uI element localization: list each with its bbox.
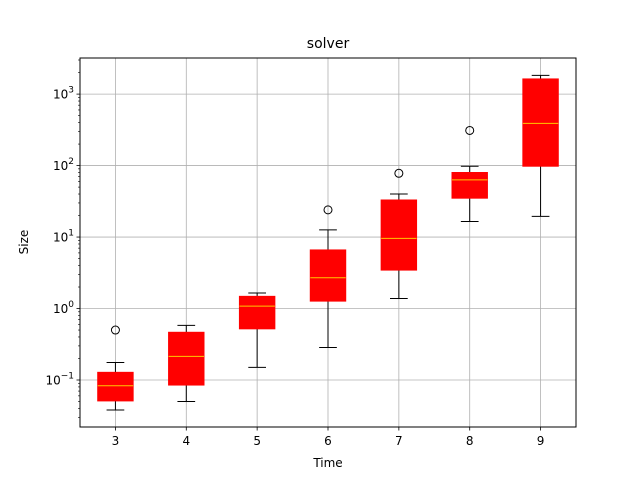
x-axis-label: Time	[312, 456, 342, 470]
x-tick-label: 6	[324, 434, 332, 448]
iqr-box	[238, 295, 276, 330]
iqr-box	[309, 249, 347, 302]
iqr-box	[522, 78, 559, 167]
outlier-point	[394, 168, 404, 178]
y-tick-label-exponent: 1	[68, 229, 74, 239]
iqr-box	[168, 331, 205, 386]
y-tick-label-base: 10	[45, 374, 60, 388]
y-tick-label-base: 10	[53, 159, 68, 173]
y-tick-label: 100	[53, 300, 74, 316]
outlier-point	[465, 125, 475, 135]
y-tick-label-exponent: 2	[68, 157, 74, 167]
chart-title: solver	[307, 36, 350, 52]
outlier-point	[323, 205, 333, 215]
box-group-3	[97, 325, 134, 411]
x-tick-label: 3	[112, 434, 120, 448]
x-tick-label: 4	[182, 434, 190, 448]
box-group-9	[522, 74, 559, 217]
x-tick-label: 8	[466, 434, 474, 448]
iqr-box	[97, 371, 134, 402]
iqr-box	[380, 199, 418, 271]
box-group-5	[238, 292, 276, 368]
box-group-6	[309, 205, 347, 348]
y-tick-label-base: 10	[53, 231, 68, 245]
box-group-4	[168, 324, 205, 403]
outlier-point	[110, 325, 120, 335]
y-tick-label: 103	[53, 86, 74, 102]
y-tick-label-base: 10	[53, 302, 68, 316]
y-tick-label: 10−1	[45, 372, 74, 388]
x-tick-label: 5	[253, 434, 261, 448]
iqr-box	[451, 172, 488, 199]
y-tick-label: 102	[53, 157, 74, 173]
box-layer	[97, 74, 559, 411]
y-axis-label: Size	[17, 230, 31, 255]
y-tick-label-exponent: −1	[61, 372, 74, 382]
y-tick-label-base: 10	[53, 88, 68, 102]
x-tick-label: 7	[395, 434, 403, 448]
y-tick-label-exponent: 0	[68, 300, 74, 310]
box-group-8	[451, 125, 488, 223]
box-group-7	[380, 168, 418, 300]
y-tick-label: 101	[53, 229, 74, 245]
y-tick-label-exponent: 3	[68, 86, 74, 96]
x-tick-label: 9	[537, 434, 545, 448]
